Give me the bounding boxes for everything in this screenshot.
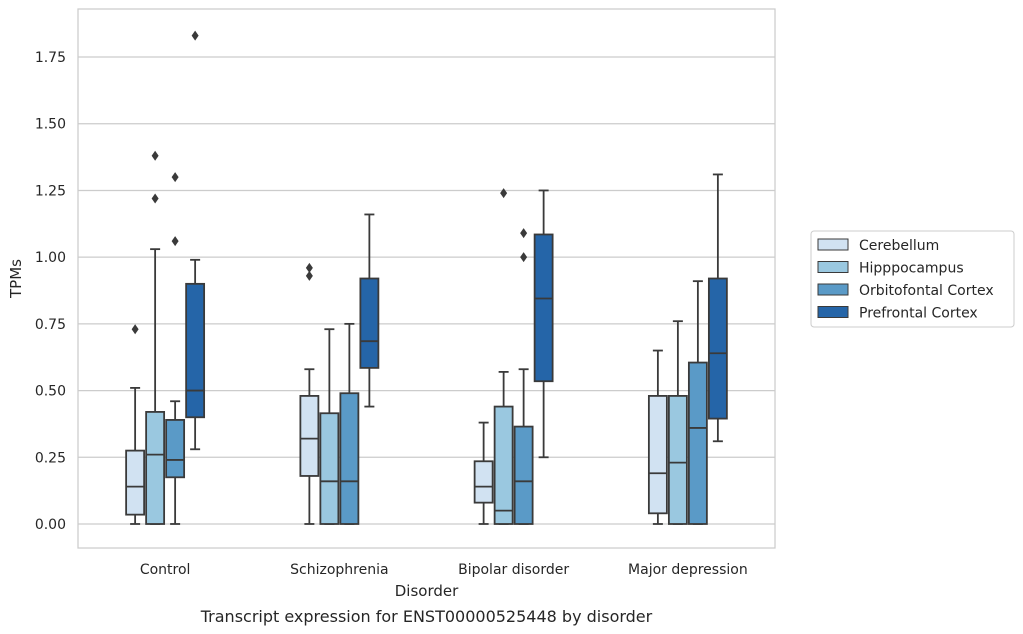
- box-prefrontal-cortex-schizophrenia: [359, 213, 380, 408]
- x-tick-label: Bipolar disorder: [458, 562, 569, 578]
- legend-swatch: [817, 261, 849, 273]
- outlier-point: [191, 30, 199, 41]
- outlier-point: [151, 193, 159, 204]
- legend-swatch: [817, 238, 849, 251]
- box-iqr: [533, 233, 554, 383]
- outlier-point: [305, 270, 313, 281]
- y-tick-label: 1.00: [35, 250, 66, 266]
- box-iqr: [339, 392, 360, 525]
- y-axis-ticks: 0.00 0.25 0.50 0.75 1.00 1.25 1.50 1.75: [35, 50, 66, 533]
- legend: Cerebellum Hipppocampus Orbitofontal Corte…: [810, 230, 1015, 328]
- legend-label: Prefrontal Cortex: [859, 306, 978, 322]
- box-iqr: [647, 395, 668, 515]
- box-iqr: [165, 419, 186, 479]
- x-axis-label: Disorder: [395, 582, 459, 600]
- box-iqr: [145, 411, 166, 525]
- box-hipppocampus-control: [145, 150, 166, 525]
- box-iqr: [359, 277, 380, 369]
- y-tick-label: 0.00: [35, 517, 66, 533]
- box-iqr: [707, 277, 728, 420]
- box-series: [125, 30, 728, 525]
- box-iqr: [473, 460, 494, 504]
- y-tick-label: 1.50: [35, 117, 66, 133]
- box-iqr: [493, 405, 514, 525]
- x-tick-label: Control: [140, 562, 191, 578]
- x-tick-label: Schizophrenia: [290, 562, 388, 578]
- y-axis-label: TPMs: [7, 259, 25, 299]
- outlier-point: [305, 262, 313, 273]
- legend-frame: [810, 230, 1015, 328]
- outlier-point: [171, 236, 179, 247]
- box-cerebellum-bipolar-disorder: [473, 421, 494, 525]
- outlier-point: [131, 324, 139, 335]
- box-cerebellum-schizophrenia: [299, 262, 320, 525]
- legend-swatch: [817, 306, 849, 318]
- outlier-point: [520, 252, 528, 263]
- outlier-point: [520, 228, 528, 239]
- box-orbitofontal-cortex-bipolar-disorder: [513, 228, 534, 525]
- legend-swatch: [817, 283, 849, 296]
- box-iqr: [125, 449, 146, 516]
- y-tick-label: 0.75: [35, 317, 66, 333]
- chart-caption: Transcript expression for ENST0000052544…: [200, 607, 653, 626]
- box-cerebellum-control: [125, 324, 146, 525]
- box-prefrontal-cortex-major-depression: [707, 173, 728, 443]
- box-orbitofontal-cortex-control: [165, 172, 186, 525]
- legend-label: Cerebellum: [859, 238, 939, 254]
- box-prefrontal-cortex-bipolar-disorder: [533, 189, 554, 459]
- outlier-point: [171, 172, 179, 183]
- box-cerebellum-major-depression: [647, 349, 668, 525]
- y-tick-label: 1.75: [35, 50, 66, 66]
- x-axis-ticks: Control Schizophrenia Bipolar disorder Majo…: [140, 562, 748, 578]
- y-tick-label: 0.50: [35, 384, 66, 400]
- box-prefrontal-cortex-control: [185, 30, 206, 451]
- legend-label: Hipppocampus: [859, 261, 964, 277]
- outlier-point: [500, 188, 508, 199]
- box-iqr: [687, 361, 708, 525]
- box-hipppocampus-major-depression: [667, 320, 688, 525]
- y-tick-label: 0.25: [35, 450, 66, 466]
- legend-label: Orbitofontal Cortex: [859, 283, 994, 299]
- box-hipppocampus-bipolar-disorder: [493, 188, 514, 525]
- box-iqr: [319, 412, 340, 525]
- y-tick-label: 1.25: [35, 183, 66, 199]
- box-hipppocampus-schizophrenia: [319, 328, 340, 525]
- box-orbitofontal-cortex-schizophrenia: [339, 322, 360, 525]
- x-tick-label: Major depression: [628, 562, 748, 578]
- box-iqr: [667, 395, 688, 525]
- box-iqr: [185, 282, 206, 419]
- box-iqr: [299, 395, 320, 477]
- outlier-point: [151, 150, 159, 161]
- box-iqr: [513, 425, 534, 525]
- plot-frame: [77, 8, 776, 549]
- box-orbitofontal-cortex-major-depression: [687, 280, 708, 525]
